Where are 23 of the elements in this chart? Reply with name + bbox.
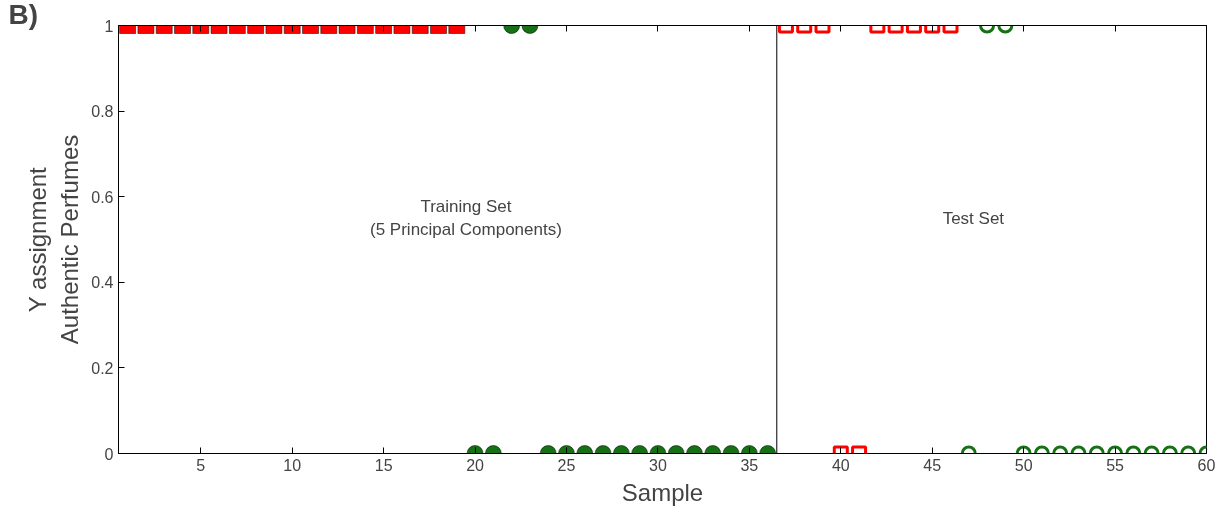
- y-tick-label: 0: [104, 445, 114, 463]
- y-axis-title: Y assignment Authentic Perfumes: [23, 134, 84, 345]
- x-tick-label: 15: [374, 456, 393, 474]
- x-tick-label: 25: [557, 456, 576, 474]
- y-tick-label: 0.6: [91, 188, 114, 206]
- x-tick-label: 30: [649, 456, 667, 474]
- x-tick-label: 40: [831, 456, 850, 474]
- y-tick-label: 0.2: [91, 359, 114, 377]
- annotation: Test Set: [942, 208, 1005, 228]
- text: B): [8, 0, 39, 30]
- annotation: Training Set (5 Principal Components): [370, 197, 562, 239]
- x-tick-label: 45: [923, 456, 942, 474]
- y-tick-label: 0.8: [91, 103, 114, 121]
- x-tick-label: 50: [1014, 456, 1033, 474]
- x-tick-label: 20: [466, 456, 485, 474]
- x-tick-label: 35: [740, 456, 759, 474]
- x-tick-label: 55: [1106, 456, 1125, 474]
- x-tick-label: 10: [283, 456, 302, 474]
- x-tick-label: 5: [196, 456, 206, 474]
- x-tick-label: 60: [1197, 456, 1216, 474]
- y-tick-label: 0.4: [91, 274, 114, 292]
- x-axis-title: Sample: [621, 478, 704, 506]
- y-tick-label: 1: [104, 17, 114, 35]
